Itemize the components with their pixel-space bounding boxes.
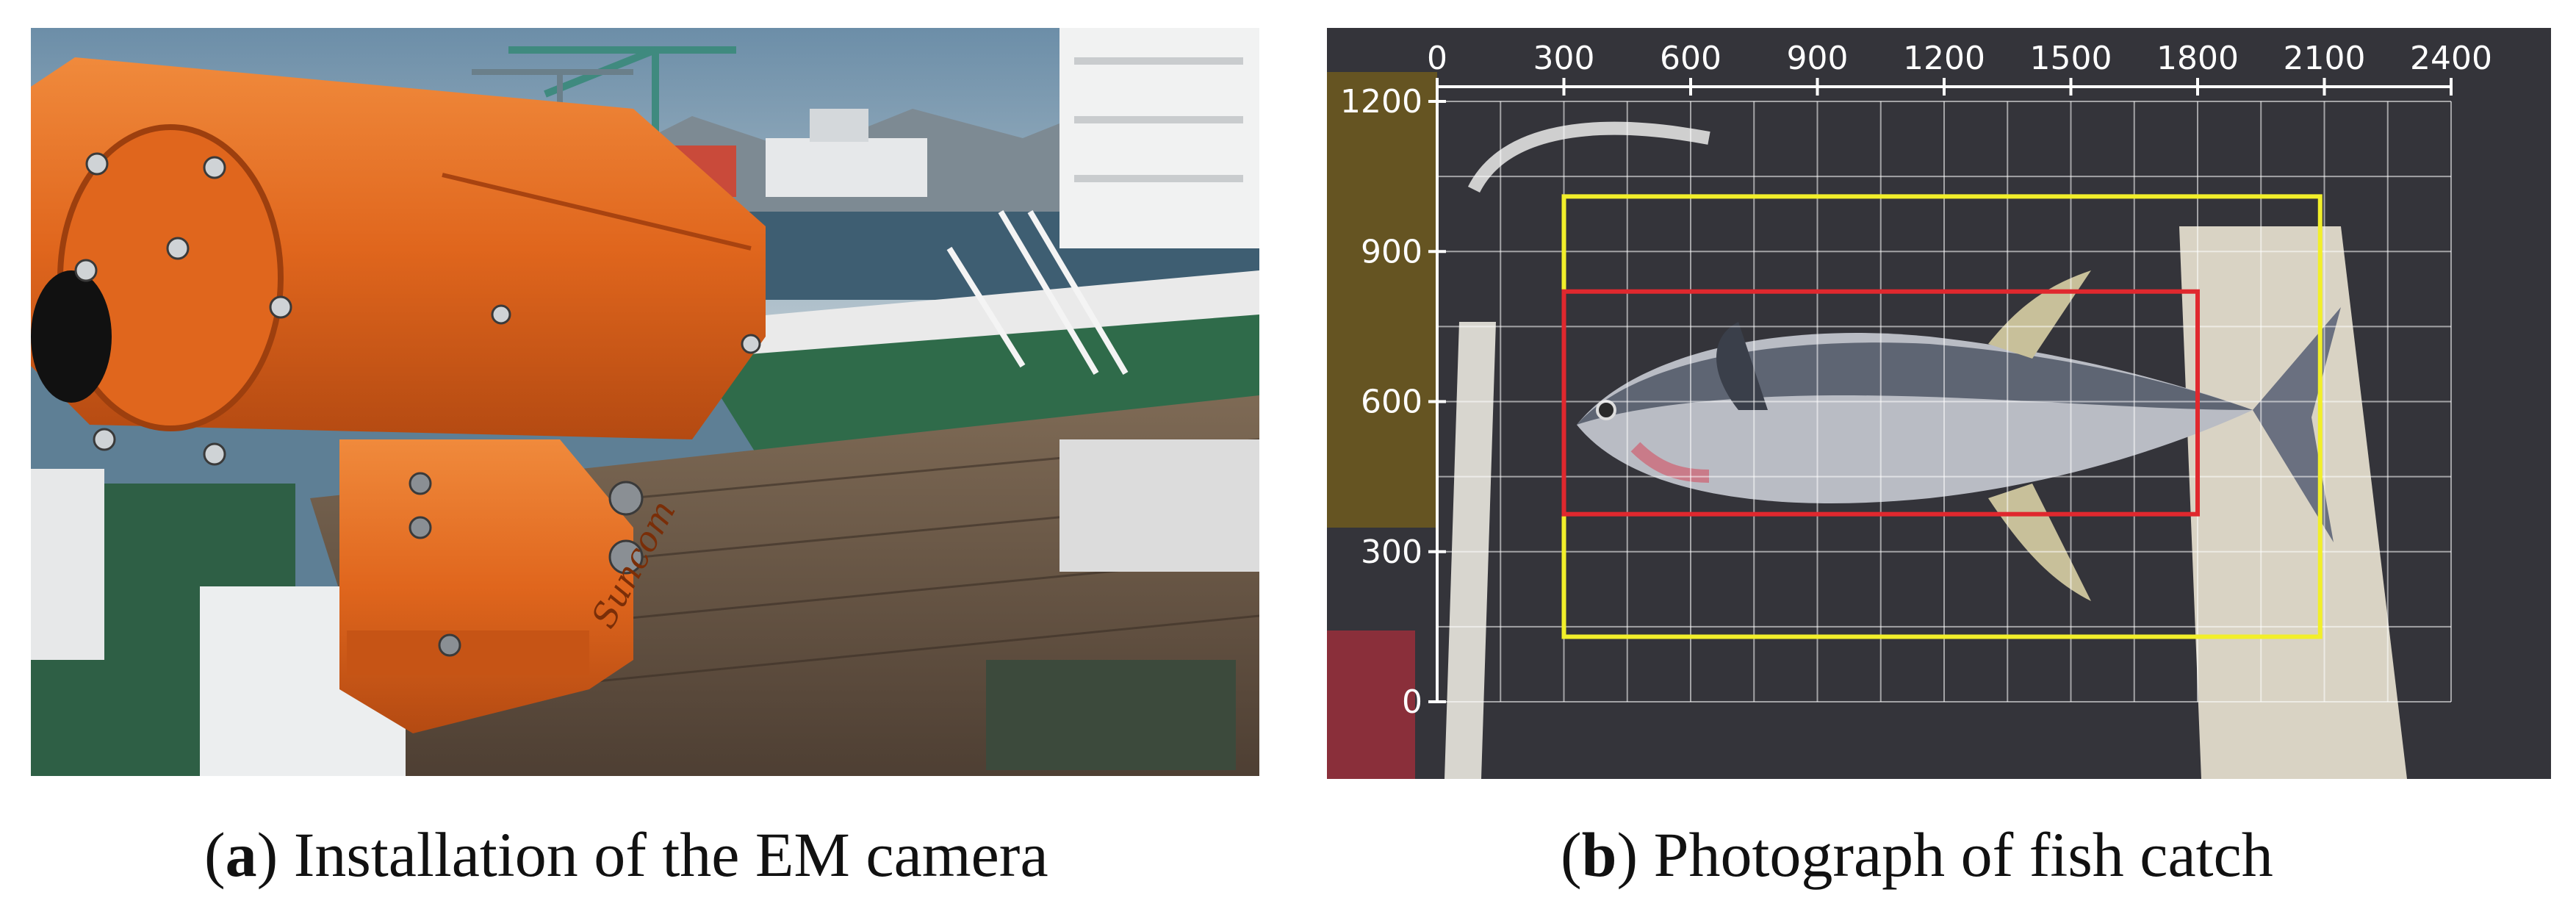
camera-mount-bracket [339,439,633,733]
fish-catch-illustration: 0 300 600 900 1200 1500 1800 2100 2400 1200 900 600… [1327,28,2551,779]
white-board [2179,226,2407,779]
axis-ticks: 0 300 600 900 1200 1500 1800 2100 2400 1200 900 600… [1340,40,2492,721]
camera-photo-illustration: Suncom [31,28,1259,776]
caption-a-letter: a [225,819,257,890]
x-tick-label: 600 [1660,40,1721,77]
bounding-boxes [1561,194,2323,639]
tuna-fish [1577,270,2341,601]
deck-container [1059,439,1259,572]
x-tick-label: 0 [1427,40,1447,77]
x-tick-label: 1200 [1903,40,1985,77]
photo-fish-catch: 0 300 600 900 1200 1500 1800 2100 2400 1200 900 600… [1327,28,2551,779]
y-tick-label: 900 [1361,233,1422,270]
caption-a-text: ) Installation of the EM camera [256,819,1048,890]
y-tick-label: 300 [1361,533,1422,571]
railing [946,209,1129,376]
caption-b: (b) Photograph of fish catch [1561,819,2273,890]
fish-eye [1596,400,1616,420]
y-tick-label: 1200 [1340,83,1422,121]
bounding-box [1561,289,2200,517]
x-tick-label: 2100 [2284,40,2366,77]
x-tick-label: 1500 [2030,40,2112,77]
x-tick-label: 900 [1787,40,1849,77]
yellow-basket [1327,72,1437,528]
caption-b-letter: b [1581,819,1617,890]
y-tick-label: 0 [1402,683,1422,721]
distant-ship [766,138,927,197]
caption-b-text: ) Photograph of fish catch [1616,819,2273,890]
x-tick-label: 300 [1533,40,1595,77]
photo-em-camera-installation: Suncom [31,28,1259,776]
x-tick-label: 1800 [2156,40,2239,77]
caption-a: (a) Installation of the EM camera [204,819,1048,890]
y-tick-label: 600 [1361,384,1422,421]
measurement-grid [1436,101,2452,703]
x-tick-label: 2400 [2410,40,2492,77]
